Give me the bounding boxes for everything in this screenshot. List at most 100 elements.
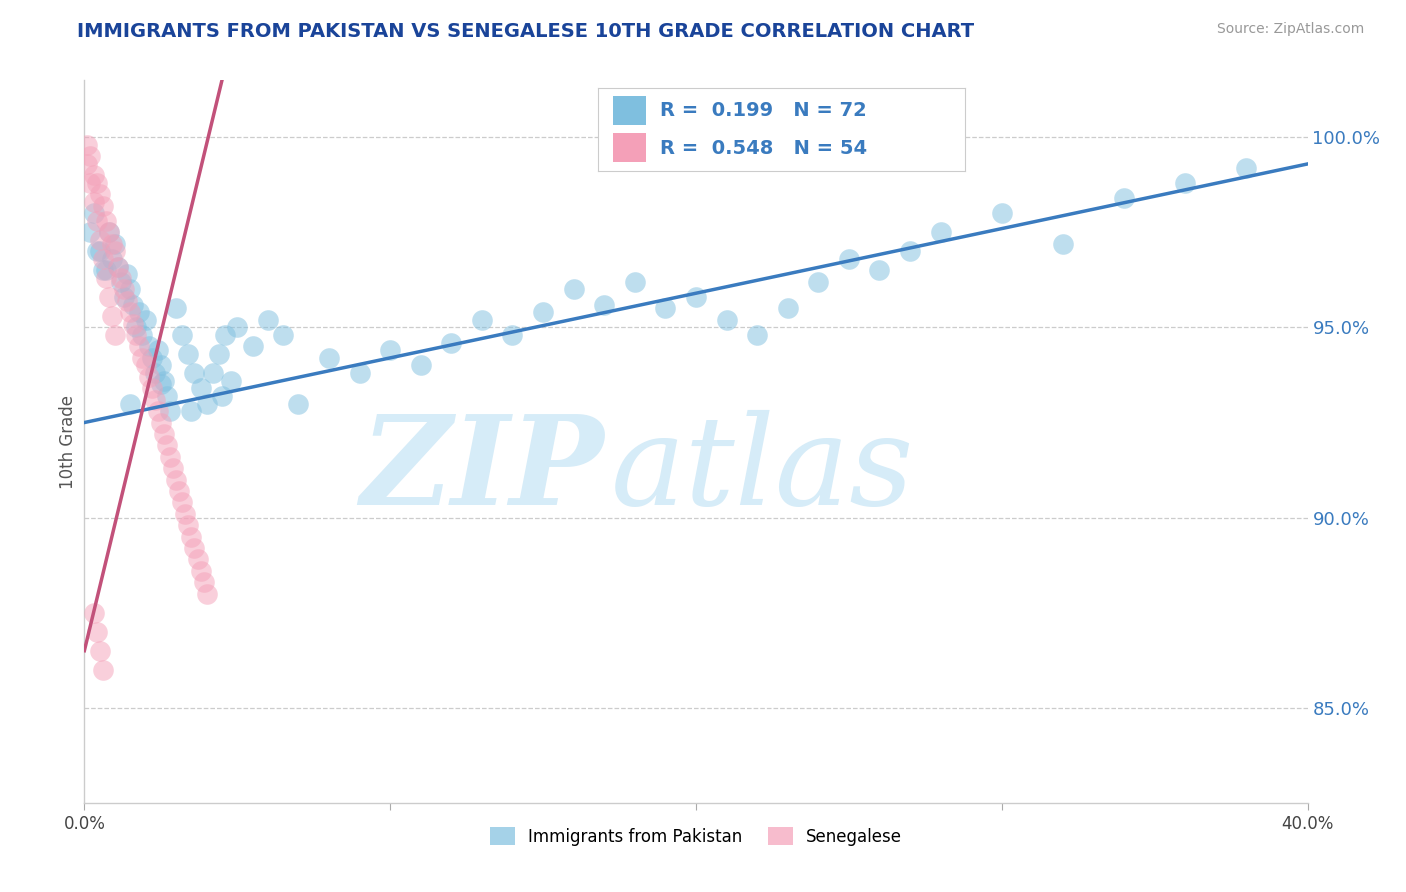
Point [471, 313, 494, 327]
Point [122, 298, 145, 312]
Point [107, 260, 129, 274]
Legend: Immigrants from Pakistan, Senegalese: Immigrants from Pakistan, Senegalese [484, 821, 908, 852]
Point [869, 263, 891, 277]
Point [112, 290, 135, 304]
Point [149, 359, 172, 373]
Point [138, 339, 160, 353]
Point [172, 495, 194, 509]
Point [747, 328, 769, 343]
Point [128, 339, 150, 353]
Point [79, 149, 101, 163]
Point [104, 236, 127, 251]
Point [180, 530, 202, 544]
Text: atlas: atlas [610, 409, 914, 532]
Point [562, 282, 585, 296]
Text: IMMIGRANTS FROM PAKISTAN VS SENEGALESE 10TH GRADE CORRELATION CHART: IMMIGRANTS FROM PAKISTAN VS SENEGALESE 1… [77, 22, 974, 41]
Point [183, 541, 205, 555]
Point [120, 305, 142, 319]
Point [807, 275, 830, 289]
Point [159, 450, 181, 464]
Point [97, 226, 120, 240]
Point [86, 214, 108, 228]
Point [110, 275, 132, 289]
Point [380, 343, 402, 358]
Point [91, 252, 114, 266]
Point [91, 663, 114, 677]
Point [86, 624, 108, 639]
Point [141, 351, 163, 365]
Point [257, 313, 280, 327]
Point [271, 328, 294, 343]
Point [193, 575, 215, 590]
Point [143, 366, 166, 380]
Point [122, 317, 145, 331]
Point [112, 282, 135, 296]
Point [125, 328, 148, 343]
Point [156, 438, 179, 452]
Point [502, 328, 524, 343]
Point [219, 374, 242, 388]
Point [141, 381, 163, 395]
Point [83, 206, 105, 220]
Y-axis label: 10th Grade: 10th Grade [59, 394, 77, 489]
Point [654, 301, 676, 316]
Point [153, 426, 176, 441]
Point [1114, 191, 1136, 205]
Point [83, 194, 105, 209]
Point [165, 473, 187, 487]
Point [110, 271, 132, 285]
Point [125, 320, 148, 334]
Point [195, 396, 218, 410]
Point [149, 416, 172, 430]
Point [716, 313, 738, 327]
Point [201, 366, 224, 380]
Point [128, 305, 150, 319]
Point [685, 290, 707, 304]
Point [180, 404, 202, 418]
Point [929, 226, 952, 240]
Point [167, 483, 190, 498]
Point [186, 552, 208, 566]
Point [1174, 176, 1197, 190]
Point [89, 244, 111, 259]
Point [91, 199, 114, 213]
Point [172, 328, 194, 343]
Point [135, 313, 157, 327]
Point [101, 252, 124, 266]
Point [153, 374, 176, 388]
Point [440, 335, 463, 350]
Point [104, 328, 127, 343]
Point [146, 404, 169, 418]
Point [1052, 236, 1074, 251]
Point [195, 587, 218, 601]
Point [159, 404, 181, 418]
Point [97, 226, 120, 240]
Point [120, 396, 142, 410]
Point [94, 214, 117, 228]
Point [898, 244, 921, 259]
Point [190, 381, 212, 395]
Point [242, 339, 264, 353]
Point [131, 328, 153, 343]
Point [89, 187, 111, 202]
Point [89, 643, 111, 657]
Point [104, 244, 127, 259]
Point [76, 137, 98, 152]
Point [120, 282, 142, 296]
Point [76, 157, 98, 171]
Point [531, 305, 554, 319]
Point [214, 328, 236, 343]
Point [97, 290, 120, 304]
Point [146, 343, 169, 358]
Point [83, 169, 105, 183]
Point [183, 366, 205, 380]
Point [838, 252, 860, 266]
Point [349, 366, 371, 380]
Point [83, 606, 105, 620]
Point [115, 267, 138, 281]
Point [91, 263, 114, 277]
Point [79, 226, 101, 240]
Point [101, 309, 124, 323]
Point [208, 347, 231, 361]
Point [211, 389, 233, 403]
